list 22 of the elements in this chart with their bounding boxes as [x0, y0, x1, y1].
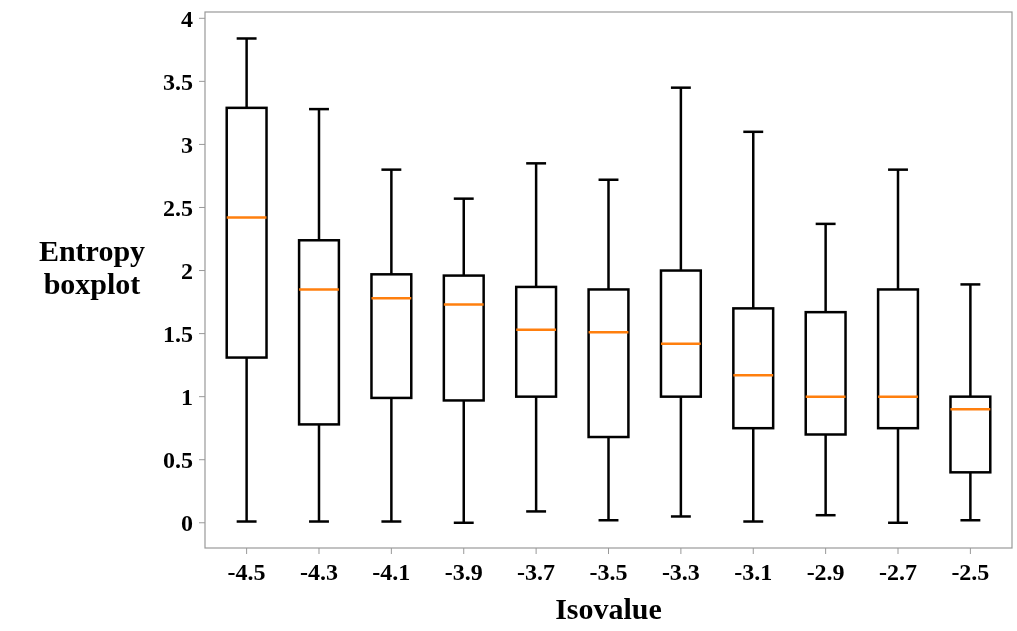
y-axis-title: Entropy boxplot [38, 233, 146, 300]
y-tick-label: 3.5 [163, 68, 193, 95]
y-tick-label: 2.5 [163, 194, 193, 221]
x-tick-label: -4.3 [299, 559, 338, 585]
x-tick-label: -2.5 [951, 559, 990, 585]
x-tick-label: -4.5 [227, 559, 266, 585]
x-tick-label: -4.1 [372, 559, 411, 585]
x-tick-label: -3.7 [517, 559, 556, 585]
y-tick-label: 1 [181, 384, 193, 411]
y-tick-label: 0 [181, 510, 193, 537]
y-tick-label: 4 [181, 5, 193, 32]
x-tick-label: -2.9 [806, 559, 845, 585]
x-axis-title: Isovalue [555, 592, 662, 625]
y-tick-label: 3 [181, 131, 193, 158]
y-tick-label: 2 [181, 257, 193, 284]
x-tick-label: -3.1 [734, 559, 773, 585]
y-tick-label: 1.5 [163, 321, 193, 347]
x-tick-label: -3.9 [444, 559, 483, 585]
x-tick-label: -2.7 [879, 559, 918, 585]
x-tick-label: -3.5 [589, 559, 628, 585]
y-tick-label: 0.5 [163, 447, 193, 474]
x-tick-label: -3.3 [661, 559, 700, 585]
